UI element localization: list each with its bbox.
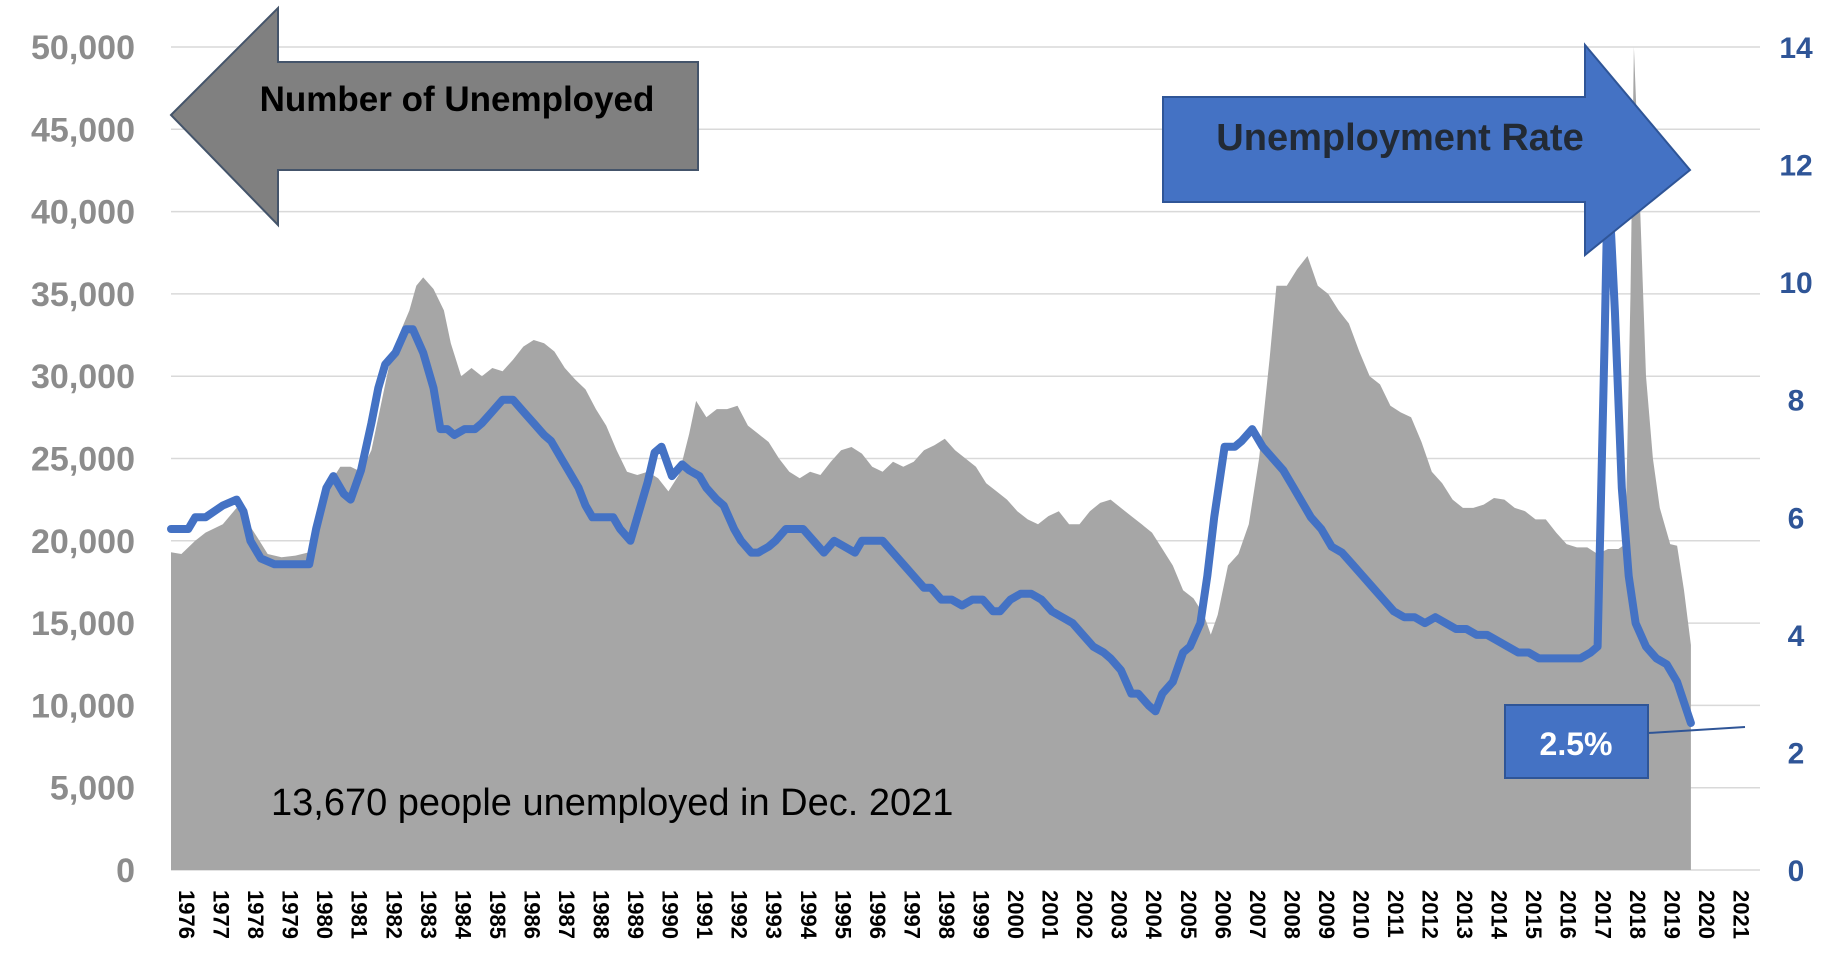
left-tick-label: 0 <box>116 852 135 890</box>
right-tick-label: 14 <box>1779 32 1813 65</box>
x-tick-label: 1978 <box>243 890 268 939</box>
left-tick-label: 35,000 <box>31 276 135 314</box>
x-tick-label: 1985 <box>485 890 510 939</box>
left-tick-label: 40,000 <box>31 194 135 232</box>
left-arrow-shape <box>169 5 699 228</box>
x-tick-label: 2000 <box>1003 890 1028 939</box>
x-tick-label: 2007 <box>1245 890 1270 939</box>
x-tick-label: 2021 <box>1728 890 1753 939</box>
right-tick-label: 8 <box>1788 385 1805 418</box>
right-tick-label: 6 <box>1788 502 1805 535</box>
x-tick-label: 1989 <box>623 890 648 939</box>
x-tick-label: 2006 <box>1210 890 1235 939</box>
x-tick-label: 1995 <box>830 890 855 939</box>
x-tick-label: 2019 <box>1659 890 1684 939</box>
right-axis-ticks: 0 2 4 6 8 10 12 14 <box>1779 32 1813 888</box>
x-tick-label: 2018 <box>1625 890 1650 939</box>
x-tick-label: 1993 <box>761 890 786 939</box>
right-tick-label: 2 <box>1788 737 1805 770</box>
callout-label: 2.5% <box>1540 726 1613 762</box>
x-tick-label: 1976 <box>174 890 199 939</box>
series-line-unemployment-rate <box>167 166 1695 727</box>
x-tick-label: 1988 <box>589 890 614 939</box>
x-tick-label: 1999 <box>969 890 994 939</box>
right-tick-label: 12 <box>1779 150 1812 183</box>
left-tick-label: 45,000 <box>31 111 135 149</box>
callout-box <box>1504 704 1649 779</box>
left-tick-label: 10,000 <box>31 687 135 725</box>
x-tick-label: 1994 <box>796 890 821 940</box>
x-tick-label: 2009 <box>1314 890 1339 939</box>
left-tick-label: 15,000 <box>31 605 135 643</box>
x-tick-label: 1980 <box>312 890 337 939</box>
x-tick-label: 1997 <box>899 890 924 939</box>
x-tick-label: 1979 <box>278 890 303 939</box>
x-tick-label: 1981 <box>347 890 372 939</box>
rate-callout: 2.5% <box>1504 704 1746 779</box>
x-tick-label: 1992 <box>727 890 752 939</box>
x-tick-label: 2008 <box>1279 890 1304 939</box>
right-arrow-label: Unemployment Rate <box>1216 117 1583 159</box>
x-tick-label: 1977 <box>209 890 234 939</box>
x-tick-label: 1983 <box>416 890 441 939</box>
left-arrow: Number of Unemployed <box>169 5 699 228</box>
x-tick-label: 2001 <box>1038 890 1063 939</box>
right-arrow-shape <box>1162 42 1692 258</box>
x-tick-label: 2017 <box>1590 890 1615 939</box>
x-tick-label: 1996 <box>865 890 890 939</box>
x-axis-ticks: 1976 1977 1978 1979 1980 1981 1982 1983 1984 1985… <box>174 890 1753 940</box>
x-tick-label: 1987 <box>554 890 579 939</box>
x-tick-label: 1986 <box>519 890 544 939</box>
x-tick-label: 1990 <box>658 890 683 939</box>
x-tick-label: 2013 <box>1452 890 1477 939</box>
left-tick-label: 5,000 <box>50 770 135 808</box>
right-tick-label: 10 <box>1779 267 1812 300</box>
x-tick-label: 2016 <box>1556 890 1581 939</box>
left-tick-label: 30,000 <box>31 358 135 396</box>
x-tick-label: 2002 <box>1072 890 1097 939</box>
x-tick-label: 2010 <box>1348 890 1373 939</box>
left-tick-label: 20,000 <box>31 523 135 561</box>
x-tick-label: 1998 <box>934 890 959 939</box>
x-tick-label: 2012 <box>1418 890 1443 939</box>
right-tick-label: 0 <box>1788 855 1805 888</box>
left-axis-ticks: 0 5,000 10,000 15,000 20,000 25,000 30,000 35,0… <box>31 29 135 890</box>
x-tick-label: 1991 <box>692 890 717 939</box>
x-tick-label: 1982 <box>381 890 406 939</box>
right-arrow: Unemployment Rate <box>1162 42 1692 258</box>
left-tick-label: 25,000 <box>31 441 135 479</box>
x-tick-label: 2003 <box>1107 890 1132 939</box>
x-tick-label: 2014 <box>1487 890 1512 940</box>
x-tick-label: 2015 <box>1521 890 1546 939</box>
x-tick-label: 2020 <box>1694 890 1719 939</box>
x-tick-label: 2005 <box>1176 890 1201 939</box>
left-tick-label: 50,000 <box>31 29 135 67</box>
left-arrow-label: Number of Unemployed <box>260 80 655 119</box>
series-area-number-unemployed <box>171 47 1691 870</box>
callout-leader-line <box>1647 726 1746 734</box>
chart-note: 13,670 people unemployed in Dec. 2021 <box>271 782 953 824</box>
right-tick-label: 4 <box>1788 620 1805 653</box>
x-tick-label: 2004 <box>1141 890 1166 940</box>
x-tick-label: 1984 <box>450 890 475 940</box>
x-tick-label: 2011 <box>1383 890 1408 938</box>
